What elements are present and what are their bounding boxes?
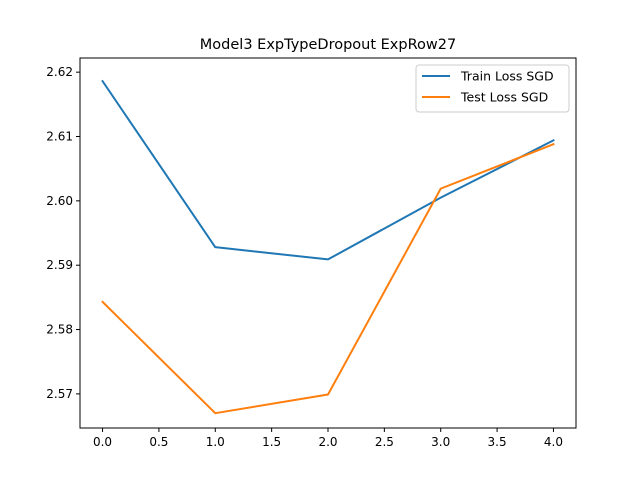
legend-box <box>415 64 570 113</box>
y-tick-label: 2.57 <box>46 387 73 401</box>
x-tick-label: 3.5 <box>488 435 507 449</box>
y-tick-label: 2.61 <box>46 130 73 144</box>
y-tick-label: 2.59 <box>46 258 73 272</box>
y-tick-label: 2.60 <box>46 194 73 208</box>
legend: Train Loss SGD Test Loss SGD <box>415 64 570 113</box>
series-line-1 <box>101 79 555 261</box>
plot-area <box>80 58 576 428</box>
y-tick-label: 2.58 <box>46 323 73 337</box>
series-line-2 <box>101 142 555 415</box>
legend-label-1: Train Loss SGD <box>460 69 554 84</box>
x-tick-label: 2.0 <box>318 435 337 449</box>
chart-title: Model3 ExpTypeDropout ExpRow27 <box>200 37 456 53</box>
x-tick-label: 2.5 <box>375 435 394 449</box>
series-layer <box>101 79 555 415</box>
x-tick-label: 0.0 <box>93 435 112 449</box>
x-tick-label: 1.5 <box>262 435 281 449</box>
x-tick-label: 4.0 <box>544 435 563 449</box>
x-tick-label: 0.5 <box>149 435 168 449</box>
axes-layer: 0.0 0.5 1.0 1.5 2.0 2.5 3.0 3.5 4.0 2.57 2.58 2.59 2… <box>46 57 577 449</box>
x-tick-label: 1.0 <box>206 435 225 449</box>
x-tick-label: 3.0 <box>431 435 450 449</box>
y-tick-label: 2.62 <box>46 65 73 79</box>
legend-label-2: Test Loss SGD <box>460 90 548 105</box>
